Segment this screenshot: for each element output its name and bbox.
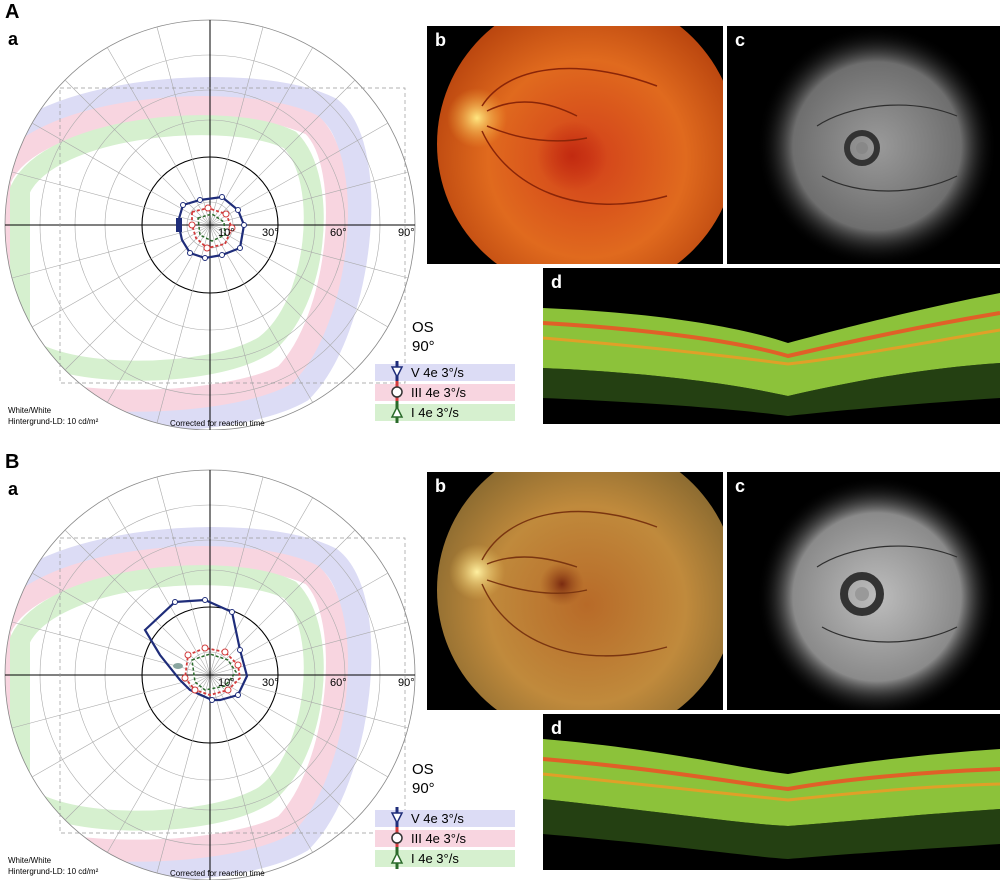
tick-90-a: 90°	[398, 227, 415, 239]
triangle-down-icon	[390, 361, 404, 383]
sublabel-d-a: d	[551, 272, 562, 292]
legend-label: I 4e 3°/s	[411, 851, 459, 866]
panel-label-a: A	[5, 1, 20, 23]
eye-a: OS	[412, 319, 434, 336]
legend-b: V 4e 3°/s III 4e 3°/s I 4e 3°/s	[375, 807, 515, 870]
tick-10-b: 10°	[218, 677, 235, 689]
legend-row-iii4e: III 4e 3°/s	[375, 381, 515, 403]
sublabel-a-b: a	[8, 479, 19, 499]
sublabel-b-b: b	[435, 476, 446, 496]
legend-row-i4e: I 4e 3°/s	[375, 401, 515, 423]
oct-scan-b: d	[543, 714, 1000, 870]
oct-scan-a: d	[543, 268, 1000, 424]
legend-label: V 4e 3°/s	[411, 811, 464, 826]
panel-label-b: B	[5, 451, 20, 473]
fundus-photo-b: b	[427, 472, 723, 710]
circle-icon	[391, 381, 403, 403]
bg-note-2-a: Hintergrund-LD: 10 cd/m²	[8, 417, 99, 426]
tick-60-a: 60°	[330, 227, 347, 239]
legend-row-v4e: V 4e 3°/s	[375, 361, 515, 383]
legend-row-i4e: I 4e 3°/s	[375, 847, 515, 869]
sublabel-d-b: d	[551, 718, 562, 738]
legend-row-v4e: V 4e 3°/s	[375, 807, 515, 829]
legend-a: V 4e 3°/s III 4e 3°/s I 4e 3°/s	[375, 361, 515, 424]
correction-note-b: Corrected for reaction time	[170, 869, 265, 878]
tick-10-a: 10°	[218, 227, 235, 239]
correction-note-a: Corrected for reaction time	[170, 419, 265, 428]
autofluorescence-a: c	[727, 26, 1000, 264]
legend-label: I 4e 3°/s	[411, 405, 459, 420]
eye-label-a: OS 90°	[412, 318, 435, 356]
legend-label: V 4e 3°/s	[411, 365, 464, 380]
tick-30-a: 30°	[262, 227, 279, 239]
tick-60-b: 60°	[330, 677, 347, 689]
autofluorescence-b: c	[727, 472, 1000, 710]
triangle-down-icon	[390, 807, 404, 829]
eye-label-b: OS 90°	[412, 760, 435, 798]
triangle-up-icon	[390, 401, 404, 423]
circle-icon	[391, 827, 403, 849]
bg-note-1-b: White/White	[8, 856, 52, 865]
legend-label: III 4e 3°/s	[411, 385, 467, 400]
sublabel-b-a: b	[435, 30, 446, 50]
tick-90-b: 90°	[398, 677, 415, 689]
sublabel-c-b: c	[735, 476, 745, 496]
legend-row-iii4e: III 4e 3°/s	[375, 827, 515, 849]
sublabel-c-a: c	[735, 30, 745, 50]
eye-range-a: 90°	[412, 338, 435, 355]
eye-range-b: 90°	[412, 780, 435, 797]
bg-note-2-b: Hintergrund-LD: 10 cd/m²	[8, 867, 99, 876]
fundus-photo-a: b	[427, 26, 723, 264]
bg-note-1-a: White/White	[8, 406, 52, 415]
perimetry-chart-b: White/White Hintergrund-LD: 10 cd/m² Cor…	[0, 450, 420, 880]
tick-30-b: 30°	[262, 677, 279, 689]
legend-label: III 4e 3°/s	[411, 831, 467, 846]
sublabel-a-a: a	[8, 29, 19, 49]
perimetry-chart-a: White/White Hintergrund-LD: 10 cd/m² Cor…	[0, 0, 420, 430]
eye-b: OS	[412, 761, 434, 778]
triangle-up-icon	[390, 847, 404, 869]
